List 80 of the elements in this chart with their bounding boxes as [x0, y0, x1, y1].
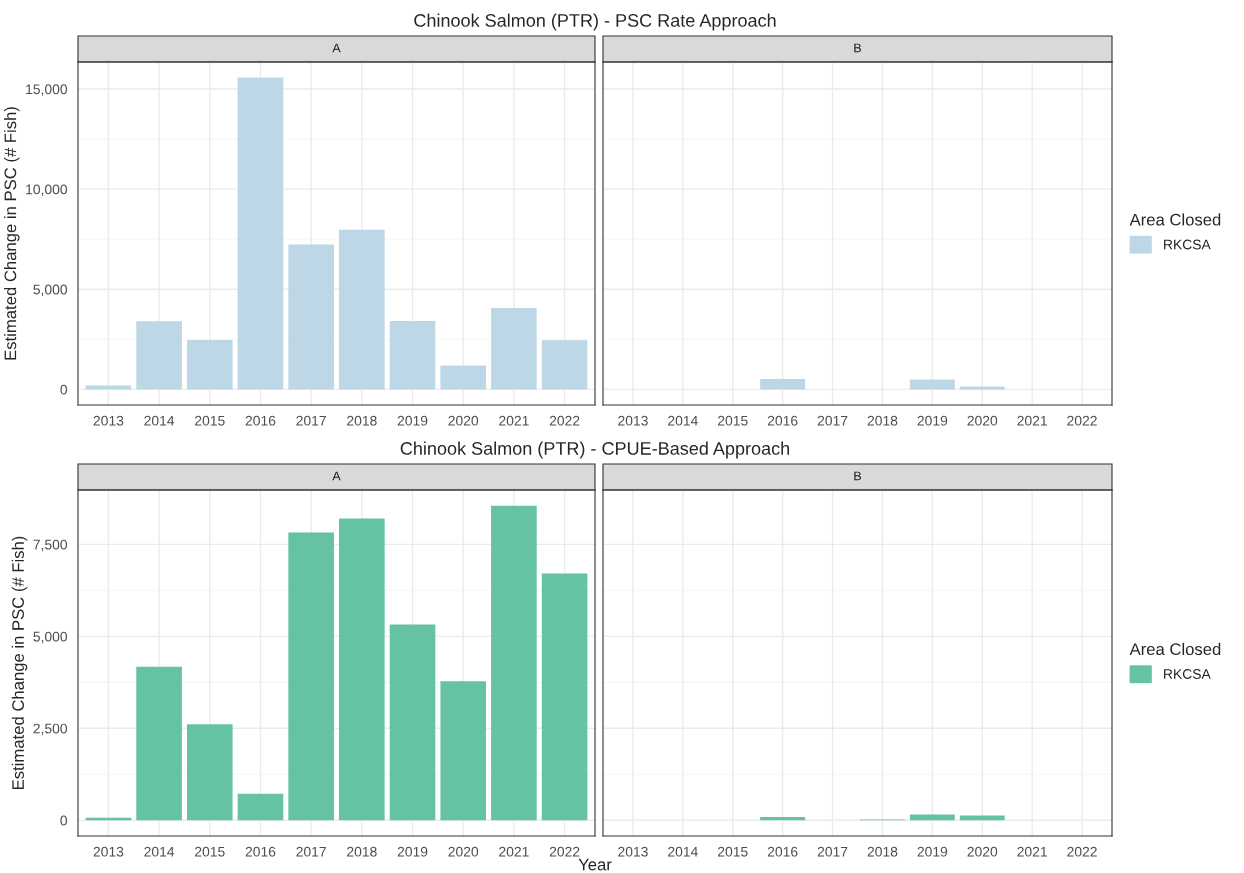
bar — [541, 573, 588, 821]
x-tick-label: 2013 — [618, 415, 648, 426]
x-tick-label: 2014 — [144, 415, 175, 426]
y-axis-title: Estimated Change in PSC (# Fish) — [11, 536, 28, 789]
x-tick-label: 2018 — [347, 415, 377, 426]
x-tick-label: 2020 — [967, 846, 998, 857]
x-tick-label: 2014 — [668, 846, 698, 857]
x-axis-title: Year — [578, 858, 612, 871]
y-tick-label: 0 — [60, 815, 68, 826]
x-tick-label: 2015 — [718, 846, 748, 857]
x-tick-label: 2016 — [245, 846, 276, 857]
x-tick-label: 2013 — [93, 415, 124, 426]
bar — [440, 681, 487, 821]
bar — [288, 532, 334, 821]
x-tick-label: 2014 — [144, 846, 175, 857]
x-tick-label: 2017 — [296, 415, 326, 426]
bar — [85, 385, 132, 390]
x-tick-label: 2017 — [296, 846, 326, 857]
chart-title: Chinook Salmon (PTR) - PSC Rate Approach — [414, 13, 776, 31]
legend-title: Area Closed — [1129, 642, 1221, 656]
x-tick-label: 2015 — [195, 415, 225, 426]
bar — [136, 666, 182, 821]
x-tick-label: 2017 — [817, 846, 848, 857]
x-tick-label: 2014 — [668, 415, 698, 426]
bar — [186, 724, 233, 821]
x-tick-label: 2022 — [1067, 415, 1097, 426]
chart-subtitle: B — [854, 471, 862, 481]
x-tick-label: 2020 — [448, 415, 479, 426]
x-tick-label: 2016 — [245, 415, 276, 426]
chart-subtitle: A — [332, 43, 341, 53]
x-tick-label: 2016 — [767, 415, 798, 426]
bar — [339, 518, 385, 821]
y-tick-label: 5,000 — [33, 284, 68, 297]
x-tick-label: 2019 — [397, 415, 428, 426]
x-tick-label: 2021 — [1017, 846, 1047, 857]
y-axis-title: Estimated Change in PSC (# Fish) — [4, 107, 20, 360]
chart-title: Chinook Salmon (PTR) - CPUE-Based Approach — [400, 441, 790, 459]
bar — [186, 339, 233, 390]
y-tick-label: 2,500 — [33, 723, 68, 736]
bar — [339, 229, 385, 390]
x-tick-label: 2013 — [618, 846, 648, 857]
bar — [288, 244, 334, 390]
y-tick-label: 15,000 — [26, 84, 68, 96]
x-tick-label: 2021 — [499, 846, 529, 857]
x-tick-label: 2015 — [718, 415, 748, 426]
bar — [440, 365, 487, 390]
bar — [389, 320, 436, 390]
bar — [491, 307, 537, 390]
y-tick-label: 7,500 — [33, 539, 68, 552]
legend-label: RKCSA — [1164, 669, 1211, 679]
x-tick-label: 2016 — [767, 846, 798, 857]
x-tick-label: 2019 — [917, 415, 948, 426]
x-tick-label: 2022 — [549, 846, 580, 857]
x-tick-label: 2019 — [397, 846, 428, 857]
x-tick-label: 2020 — [448, 846, 479, 857]
x-tick-label: 2021 — [499, 415, 529, 426]
y-tick-label: 10,000 — [26, 184, 68, 196]
x-tick-label: 2020 — [967, 415, 998, 426]
x-tick-label: 2018 — [867, 415, 898, 426]
x-tick-label: 2017 — [817, 415, 848, 426]
x-tick-label: 2022 — [549, 415, 580, 426]
x-tick-label: 2021 — [1017, 415, 1047, 426]
bar — [541, 340, 588, 390]
bar — [237, 793, 284, 821]
bar — [491, 505, 537, 821]
x-tick-label: 2018 — [867, 846, 898, 857]
bar — [136, 321, 182, 390]
y-tick-label: 5,000 — [33, 631, 68, 644]
chart-subtitle: B — [854, 43, 862, 53]
bar — [389, 624, 436, 821]
x-tick-label: 2019 — [917, 846, 948, 857]
x-tick-label: 2022 — [1067, 846, 1097, 857]
chart-subtitle: A — [332, 471, 341, 481]
x-tick-label: 2018 — [347, 846, 377, 857]
legend-title: Area Closed — [1129, 213, 1221, 226]
bar — [237, 77, 284, 390]
y-tick-label: 0 — [60, 384, 68, 395]
x-tick-label: 2015 — [195, 846, 225, 857]
x-tick-label: 2013 — [93, 846, 124, 857]
legend-label: RKCSA — [1164, 239, 1211, 250]
